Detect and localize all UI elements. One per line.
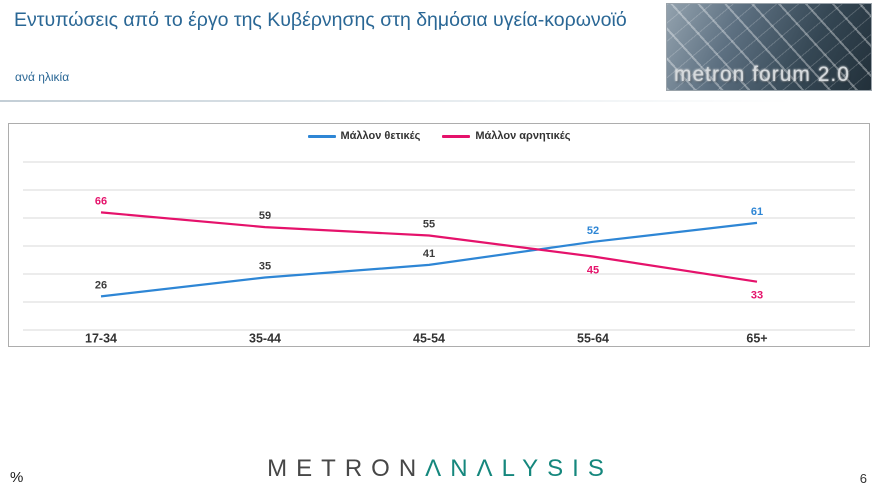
line-chart-plot: 26 35 41 52 61 66 59 55 45 33 17-34 35-44 45-54 55-64… <box>23 161 855 346</box>
data-label: 55 <box>423 219 435 231</box>
data-label: 33 <box>751 290 763 302</box>
metron-analysis-logo-part2: ΛNΛLYSIS <box>425 455 613 482</box>
header-divider <box>0 100 880 102</box>
slide-header: Εντυπώσεις από το έργο της Κυβέρνησης στ… <box>0 0 880 104</box>
legend-item: Μάλλον θετικές <box>307 130 421 143</box>
legend-line-swatch <box>442 134 471 138</box>
legend-label: Μάλλον θετικές <box>340 130 421 143</box>
data-label: 26 <box>95 279 107 291</box>
data-label: 61 <box>751 206 763 218</box>
metron-forum-logo-text: metron forum 2.0 <box>674 63 850 86</box>
page-title: Εντυπώσεις από το έργο της Κυβέρνησης στ… <box>14 9 627 31</box>
data-label: 41 <box>423 248 435 260</box>
data-label: 66 <box>95 195 107 207</box>
data-label: 35 <box>259 261 271 273</box>
x-axis-label: 65+ <box>746 332 767 346</box>
metron-analysis-logo: METRONΛNΛLYSIS <box>0 455 880 483</box>
x-axis-label: 17-34 <box>85 332 117 346</box>
legend-line-swatch <box>307 134 336 138</box>
metron-analysis-logo-part1: METRON <box>267 455 426 482</box>
metron-forum-logo: metron forum 2.0 <box>666 3 872 91</box>
x-axis-label: 45-54 <box>413 332 445 346</box>
page-subtitle: ανά ηλικία <box>15 70 70 84</box>
x-axis-label: 35-44 <box>249 332 281 346</box>
percent-unit-label: % <box>10 469 24 486</box>
legend-item: Μάλλον αρνητικές <box>442 130 570 142</box>
data-label: 45 <box>587 265 599 277</box>
x-axis-label: 55-64 <box>577 332 609 346</box>
chart-container: 26 35 41 52 61 66 59 55 45 33 17-34 35-44 45-54 55-64… <box>8 123 870 347</box>
page-number: 6 <box>859 471 867 486</box>
chart-legend: Μάλλον θετικές Μάλλον αρνητικές <box>9 130 869 142</box>
legend-label: Μάλλον αρνητικές <box>475 130 571 143</box>
data-label: 52 <box>587 225 599 237</box>
data-label: 59 <box>259 210 271 222</box>
